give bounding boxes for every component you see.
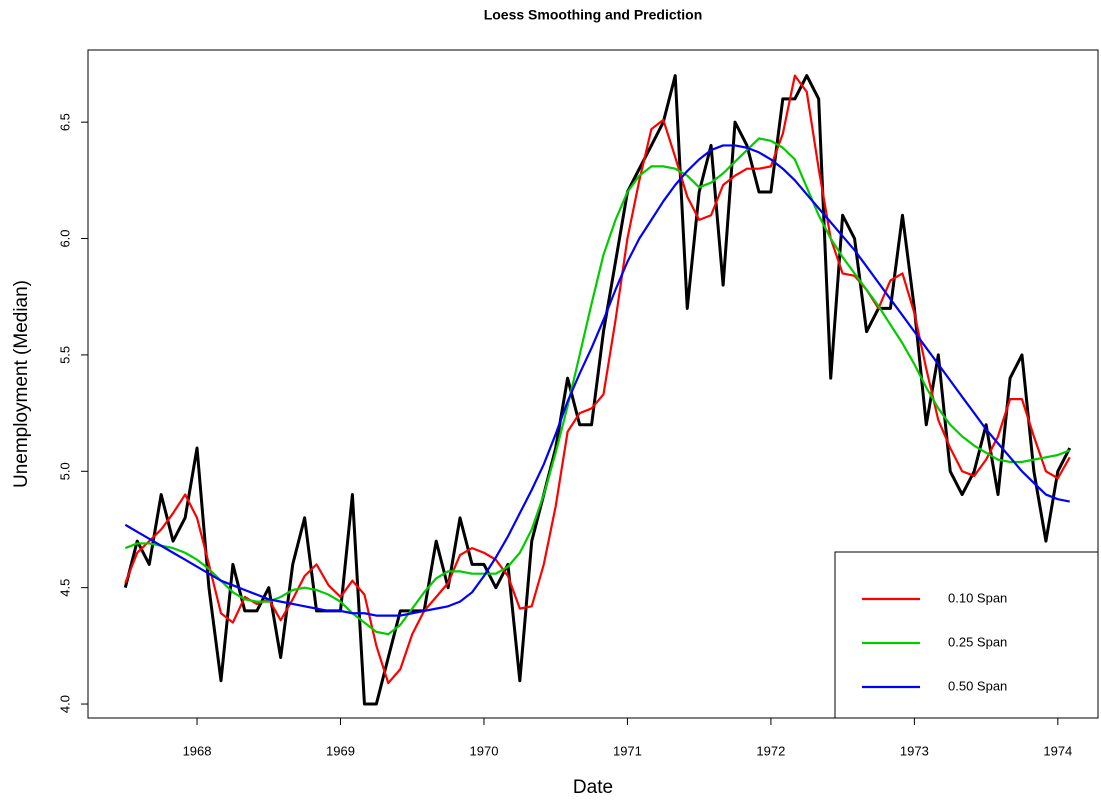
series-line: [123, 74, 1072, 706]
chart-title: Loess Smoothing and Prediction: [484, 7, 703, 23]
series-line: [124, 137, 1071, 636]
x-tick-label: 1968: [183, 743, 212, 758]
x-axis-label: Date: [573, 777, 613, 798]
plot-frame: [87, 49, 1099, 719]
legend-label: 0.10 Span: [948, 590, 1007, 605]
x-tick-label: 1974: [1043, 743, 1072, 758]
x-tick-label: 1969: [326, 743, 355, 758]
y-axis-label: Unemployment (Median): [11, 280, 32, 488]
x-tick-label: 1971: [613, 743, 642, 758]
x-tick-label: 1970: [470, 743, 499, 758]
y-tick-label: 5.0: [57, 462, 72, 480]
legend-label: 0.25 Span: [948, 634, 1007, 649]
y-tick-label: 6.0: [57, 229, 72, 247]
y-tick-label: 6.5: [57, 113, 72, 131]
series-line: [124, 144, 1070, 617]
x-tick-label: 1972: [756, 743, 785, 758]
legend-label: 0.50 Span: [948, 678, 1007, 693]
y-tick-label: 4.0: [57, 695, 72, 713]
x-tick-label: 1973: [900, 743, 929, 758]
y-tick-label: 4.5: [57, 579, 72, 597]
y-tick-label: 5.5: [57, 346, 72, 364]
legend-box: [834, 551, 1099, 719]
series-line: [124, 74, 1071, 685]
